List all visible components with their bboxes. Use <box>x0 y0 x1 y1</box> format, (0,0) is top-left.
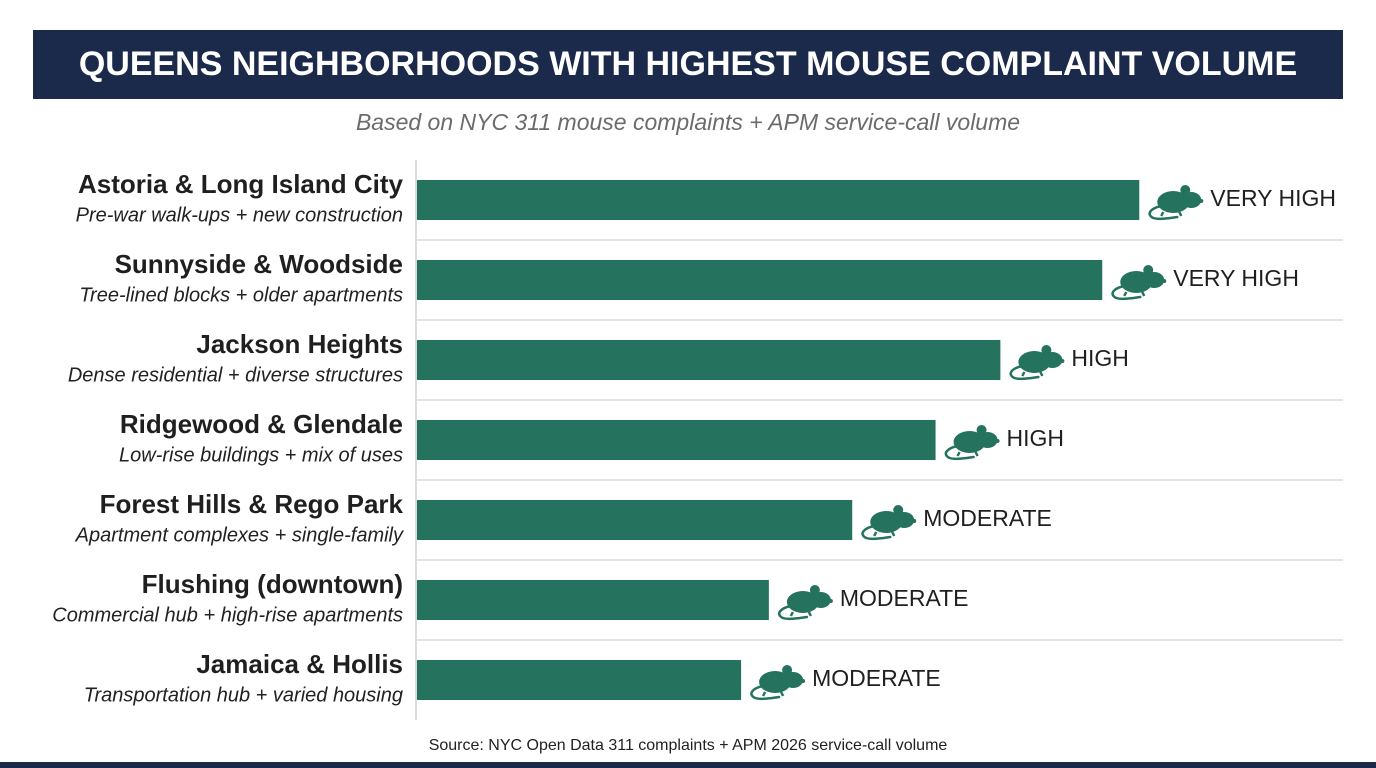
mouse-tail <box>750 684 781 701</box>
mouse-head <box>783 672 804 688</box>
mouse-head <box>1042 352 1063 368</box>
mouse-tail <box>1009 364 1040 381</box>
title-banner <box>33 30 1343 99</box>
level-label: HIGH <box>1007 425 1065 451</box>
mouse-icon <box>750 665 806 701</box>
mouse-nose <box>995 439 1000 443</box>
mouse-feet <box>789 611 812 617</box>
mouse-body <box>1157 191 1190 213</box>
mouse-icon <box>1148 185 1204 221</box>
mouse-nose <box>1162 279 1167 283</box>
mouse-tail <box>1148 204 1179 221</box>
category-description: Pre-war walk-ups + new construction <box>76 204 403 226</box>
category-description: Transportation hub + varied housing <box>84 684 403 706</box>
bar <box>417 260 1103 300</box>
mouse-icon <box>944 425 1000 461</box>
category-description: Apartment complexes + single-family <box>75 524 404 546</box>
bar <box>417 660 742 700</box>
level-label: MODERATE <box>840 585 969 611</box>
category-label: Sunnyside & Woodside <box>115 249 403 279</box>
mouse-ear <box>1180 185 1191 195</box>
bar <box>417 180 1140 220</box>
mouse-ear <box>976 425 987 435</box>
mouse-head <box>810 592 831 608</box>
category-description: Dense residential + diverse structures <box>68 364 403 386</box>
mouse-feet <box>956 451 979 457</box>
mouse-ear <box>782 665 793 675</box>
mouse-feet <box>1123 291 1146 297</box>
mouse-icon <box>778 585 833 621</box>
mouse-nose <box>828 599 833 603</box>
footer-strip <box>0 762 1376 768</box>
mouse-feet <box>1160 211 1183 217</box>
mouse-nose <box>801 679 806 683</box>
mouse-head <box>977 432 998 448</box>
mouse-ear <box>1041 345 1052 355</box>
level-label: VERY HIGH <box>1210 185 1336 211</box>
mouse-tail <box>1111 284 1142 301</box>
category-label: Forest Hills & Rego Park <box>100 489 404 519</box>
category-description: Commercial hub + high-rise apartments <box>52 604 403 626</box>
category-description: Low-rise buildings + mix of uses <box>119 444 403 466</box>
mouse-feet <box>873 531 896 537</box>
chart-subtitle: Based on NYC 311 mouse complaints + APM … <box>356 109 1020 135</box>
level-label: HIGH <box>1071 345 1129 371</box>
mouse-nose <box>1060 359 1065 363</box>
mouse-body <box>1120 271 1153 293</box>
category-description: Tree-lined blocks + older apartments <box>79 284 403 306</box>
mouse-nose <box>1199 199 1204 203</box>
bar <box>417 500 853 540</box>
bar <box>417 340 1001 380</box>
level-label: VERY HIGH <box>1173 265 1299 291</box>
source-note: Source: NYC Open Data 311 complaints + A… <box>429 737 948 754</box>
bar <box>417 420 936 460</box>
mouse-tail <box>861 524 892 541</box>
mouse-feet <box>1021 371 1044 377</box>
mouse-body <box>1018 351 1051 373</box>
mouse-ear <box>893 505 904 515</box>
mouse-ear <box>1143 265 1154 275</box>
category-label: Flushing (downtown) <box>142 569 403 599</box>
level-label: MODERATE <box>812 665 941 691</box>
chart-title: QUEENS NEIGHBORHOODS WITH HIGHEST MOUSE … <box>79 45 1297 83</box>
mouse-body <box>759 671 792 693</box>
level-label: MODERATE <box>923 505 1052 531</box>
mouse-head <box>894 512 915 528</box>
mouse-nose <box>912 519 917 523</box>
mouse-icon <box>1009 345 1065 381</box>
category-label: Jamaica & Hollis <box>196 649 403 679</box>
mouse-body <box>870 511 903 533</box>
category-label: Jackson Heights <box>196 329 403 359</box>
mouse-body <box>953 431 986 453</box>
category-label: Ridgewood & Glendale <box>120 409 403 439</box>
mouse-tail <box>944 444 975 461</box>
mouse-head <box>1181 192 1202 208</box>
mouse-ear <box>809 585 820 595</box>
mouse-head <box>1144 272 1165 288</box>
mouse-feet <box>761 691 785 697</box>
bar <box>417 580 769 620</box>
mouse-icon <box>861 505 917 541</box>
mouse-tail <box>778 604 809 621</box>
mouse-icon <box>1111 265 1167 301</box>
mouse-body <box>786 591 819 613</box>
category-label: Astoria & Long Island City <box>78 169 404 199</box>
